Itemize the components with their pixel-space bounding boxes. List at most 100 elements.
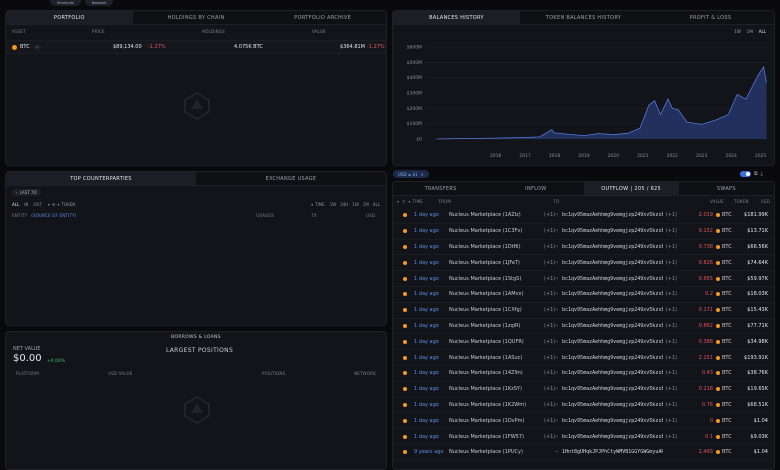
transfer-token[interactable]: BTC (722, 354, 732, 361)
transfer-to[interactable]: bc1qv95mazAehhmg9vemgjzp249xv5kzs8s… (562, 354, 663, 361)
transfer-from-extra[interactable]: (+1) (544, 354, 556, 361)
transfer-from[interactable]: Nucleus Marketplace (1Dtf6) (449, 243, 521, 250)
transfer-from-extra[interactable]: (+1) (544, 386, 556, 393)
transfer-token[interactable]: BTC (722, 228, 732, 235)
col-price[interactable]: PRICE (92, 29, 105, 34)
transfer-to[interactable]: bc1qv95mazAehhmg9vemgjzp249xv5kzs8s… (562, 243, 663, 250)
transfer-from-extra[interactable]: (+1) (544, 275, 556, 282)
transfer-to-extra[interactable]: (+1) (665, 307, 677, 314)
transfer-to[interactable]: bc1qv95mazAehhmg9vemgjzp249xv5kzs8s… (562, 307, 663, 314)
transfer-to[interactable]: bc1qv95mazAehhmg9vemgjzp249xv5kzs8s… (562, 259, 663, 266)
col-tx[interactable]: TX (311, 213, 317, 218)
range-all[interactable]: ALL (758, 29, 766, 34)
tab-exchange-usage[interactable]: EXCHANGE USAGE (265, 175, 317, 182)
transfer-token[interactable]: BTC (722, 291, 732, 298)
transfer-from-extra[interactable]: (+1) (544, 259, 556, 266)
transfer-from-extra[interactable]: (+1) (544, 417, 556, 424)
transfer-from-extra[interactable]: (+1) (544, 338, 556, 345)
chevron-down-icon[interactable]: ▾ (57, 202, 60, 207)
col-value[interactable]: VALUE (710, 199, 724, 204)
time-filter[interactable]: TIME (315, 202, 325, 207)
transfer-from-extra[interactable]: (+1) (544, 370, 556, 377)
transfer-to-extra[interactable]: (+1) (665, 291, 677, 298)
transfer-from-extra[interactable]: (+1) (544, 228, 556, 235)
transfer-from[interactable]: Nucleus Marketplace (1PUCy) (449, 449, 523, 456)
transfer-to[interactable]: bc1qv95mazAehhmg9vemgjzp249xv5kzs8s… (562, 370, 663, 377)
transfer-to[interactable]: bc1qv95mazAehhmg9vemgjzp249xv5kzs8s… (562, 338, 663, 345)
transfer-from-extra[interactable]: (+1) (544, 322, 556, 329)
transfer-from[interactable]: Nucleus Marketplace (1AMvx) (449, 291, 524, 298)
transfer-to-extra[interactable]: (+1) (665, 370, 677, 377)
range-1m[interactable]: 1M (746, 29, 753, 34)
transfer-from[interactable]: Nucleus Marketplace (1DvPm) (449, 417, 525, 424)
download-icon[interactable]: ⤓ (760, 171, 763, 177)
transfer-to-extra[interactable]: (+1) (665, 338, 677, 345)
col-positions[interactable]: POSITIONS (261, 371, 286, 376)
transfer-token[interactable]: BTC (722, 259, 732, 266)
col-usd[interactable]: USD (366, 213, 376, 218)
transfer-token[interactable]: BTC (722, 401, 732, 408)
transfer-to[interactable]: bc1qv95mazAehhmg9vemgjzp249xv5kzs8o7tma… (562, 433, 663, 440)
col-token[interactable]: TOKEN (734, 199, 749, 204)
transfer-time[interactable]: 1 day ago (414, 386, 439, 393)
transfer-token[interactable]: BTC (722, 338, 732, 345)
transfer-time[interactable]: 1 day ago (414, 243, 439, 250)
time-1w-a[interactable]: 1W (329, 202, 337, 207)
transfer-time[interactable]: 1 day ago (414, 291, 439, 298)
star-icon[interactable]: ☆ (33, 44, 41, 50)
transfer-token[interactable]: BTC (722, 322, 732, 329)
col-network[interactable]: NETWORK (354, 371, 376, 376)
tab-inflow[interactable]: INFLOW (525, 185, 547, 192)
transfer-to-extra[interactable]: (+1) (665, 354, 677, 361)
transfer-row[interactable]: 1 day ago Nucleus Marketplace (1AMvx) (+1)… (393, 287, 774, 303)
transfer-token[interactable]: BTC (722, 449, 732, 456)
transfer-from[interactable]: Nucleus Marketplace (1QUFR) (449, 338, 524, 345)
copy-icon[interactable]: ⧉ (754, 171, 758, 177)
transfer-row[interactable]: 1 day ago Nucleus Marketplace (1DvPm) (+1)… (393, 413, 774, 430)
col-holdings[interactable]: HOLDINGS (202, 29, 225, 34)
transfer-from[interactable]: Nucleus Marketplace (1ASuc) (449, 354, 523, 361)
tab-token-balances-history[interactable]: TOKEN BALANCES HISTORY (545, 14, 622, 21)
live-toggle[interactable] (740, 171, 751, 177)
flow-in[interactable]: IN (24, 202, 29, 207)
transfer-time[interactable]: 1 day ago (414, 401, 439, 408)
balance-history-chart[interactable]: $0 $100M $200M $300M $400M $500M $600M 2016 201… (393, 37, 775, 166)
col-usd[interactable]: USD (760, 199, 770, 204)
transfer-time[interactable]: 1 day ago (414, 259, 439, 266)
transfer-time[interactable]: 1 day ago (414, 307, 439, 314)
transfer-from[interactable]: Nucleus Marketplace (1zqiR) (449, 322, 521, 329)
transfer-to-extra[interactable]: (+1) (665, 401, 677, 408)
transfer-token[interactable]: BTC (722, 243, 732, 250)
transfer-token[interactable]: BTC (722, 386, 732, 393)
tab-profit-loss[interactable]: PROFIT & LOSS (689, 14, 732, 21)
transfer-time[interactable]: 1 day ago (414, 417, 439, 424)
transfer-row[interactable]: 1 day ago Nucleus Marketplace (1Dtf6) (+1)… (393, 240, 774, 256)
col-usd-value[interactable]: USD VALUE (108, 371, 133, 376)
tab-swaps[interactable]: SWAPS (716, 185, 736, 192)
transfer-from-extra[interactable]: (+1) (544, 291, 556, 298)
flow-out[interactable]: OUT (33, 202, 42, 207)
col-value[interactable]: VALUE (312, 29, 326, 34)
transfer-to[interactable]: 1Hnt8gUHqkJPJPhCtyWMVB1GGYGWGmyuAR (562, 449, 663, 456)
transfer-time[interactable]: 1 day ago (414, 338, 439, 345)
link-icon[interactable]: ⚲ (402, 199, 406, 204)
transfer-time[interactable]: 9 years ago (414, 449, 444, 456)
tab-portfolio-archive[interactable]: PORTFOLIO ARCHIVE (294, 14, 352, 21)
token-filter[interactable]: TOKEN (61, 202, 76, 207)
transfer-from[interactable]: Nucleus Marketplace (1CXfg) (449, 307, 522, 314)
transfer-row[interactable]: 1 day ago Nucleus Marketplace (1K2Wm) (+1)… (393, 398, 774, 414)
transfer-row[interactable]: 1 day ago Nucleus Marketplace (1AZIz) (+1)… (393, 208, 774, 224)
transfer-row[interactable]: 1 day ago Nucleus Marketplace (1StgS) (+1)… (393, 271, 774, 287)
transfer-to-extra[interactable]: (+1) (665, 212, 677, 219)
transfer-from[interactable]: Nucleus Marketplace (1JFaT) (449, 259, 520, 266)
tab-portfolio[interactable]: PORTFOLIO (6, 11, 133, 24)
transfer-token[interactable]: BTC (722, 417, 732, 424)
transfer-row[interactable]: 1 day ago Nucleus Marketplace (1JFaT) (+1)… (393, 255, 774, 272)
transfer-row[interactable]: 1 day ago Nucleus Marketplace (1CXfg) (+1)… (393, 303, 774, 319)
close-icon[interactable]: × (420, 171, 424, 177)
col-usages[interactable]: USAGES (256, 213, 274, 218)
filter-icon[interactable]: ▾ (47, 202, 50, 207)
transfer-row[interactable]: 9 years ago Nucleus Marketplace (1PUCy) → 1… (393, 445, 774, 461)
transfer-row[interactable]: 1 day ago Nucleus Marketplace (1QUFR) (+1)… (393, 334, 774, 351)
transfer-row[interactable]: 1 day ago Nucleus Marketplace (1C3Fv) (+1)… (393, 224, 774, 240)
